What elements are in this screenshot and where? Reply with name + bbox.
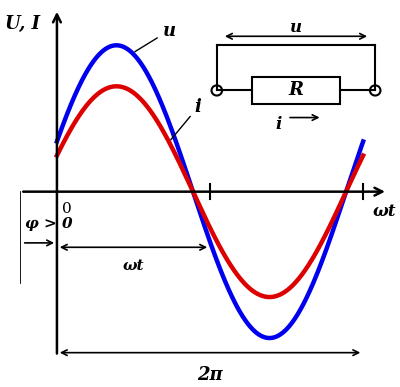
Text: φ > 0: φ > 0 — [25, 217, 73, 231]
Bar — [252, 77, 340, 104]
Text: u: u — [290, 19, 302, 36]
Text: R: R — [288, 81, 304, 99]
Text: ωt: ωt — [373, 204, 396, 220]
Text: i: i — [171, 98, 202, 140]
Text: U, I: U, I — [5, 15, 40, 33]
Text: i: i — [275, 116, 282, 133]
Text: u: u — [135, 22, 176, 52]
Text: ωt: ωt — [123, 259, 144, 273]
Text: 2π: 2π — [197, 366, 223, 384]
Text: 0: 0 — [62, 202, 72, 216]
